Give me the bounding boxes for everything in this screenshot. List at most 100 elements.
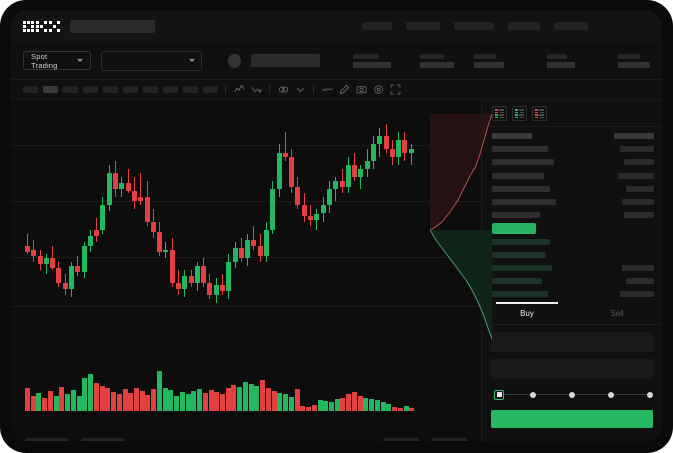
okx-logo[interactable] [23, 20, 60, 33]
volume-bar [185, 394, 191, 411]
volume-bar [277, 393, 283, 411]
orderbook-column-headers [492, 132, 654, 140]
volume-bar [111, 392, 117, 411]
nav-item-markets[interactable] [362, 22, 392, 30]
volume-bar [346, 394, 352, 411]
stat-24h-low [547, 53, 576, 68]
draw-pencil-icon[interactable] [338, 84, 350, 96]
volume-bar [30, 396, 36, 411]
volume-bar [409, 407, 415, 411]
chevron-down-icon[interactable] [294, 84, 306, 96]
place-buy-order-button[interactable] [491, 410, 653, 429]
chart-footer-tabs [11, 433, 481, 441]
timeframe-1m[interactable] [23, 86, 38, 93]
orderbook-bid-row[interactable] [492, 290, 654, 298]
chart-tab-2[interactable] [81, 438, 125, 441]
nav-item-assets[interactable] [554, 22, 588, 30]
orderbook-bid-row[interactable] [492, 277, 654, 285]
trading-mode-dropdown[interactable]: Spot Trading [23, 51, 92, 70]
chart-tab-1[interactable] [25, 438, 69, 441]
timeframe-1h[interactable] [103, 86, 118, 93]
volume-bar [242, 382, 248, 411]
volume-bar [300, 406, 306, 411]
volume-bar [283, 394, 289, 411]
order-price-field[interactable] [491, 332, 653, 353]
fullscreen-icon[interactable] [389, 84, 401, 96]
volume-bar [70, 390, 76, 411]
chart-toolbar [11, 80, 662, 100]
volume-bar [42, 398, 48, 411]
candlestick-chart[interactable] [11, 106, 481, 321]
volume-bar [139, 391, 145, 411]
slider-stop-50[interactable] [569, 391, 575, 398]
orderbook-bid-row[interactable] [492, 251, 654, 259]
toolbar-divider [269, 85, 270, 94]
volume-bar [306, 407, 312, 411]
order-amount-slider[interactable] [494, 389, 653, 401]
volume-bar [214, 392, 220, 411]
timeframe-1d[interactable] [143, 86, 158, 93]
tab-buy[interactable]: Buy [482, 302, 572, 324]
stat-value [474, 61, 505, 68]
slider-stop-25[interactable] [530, 391, 536, 398]
volume-bar [386, 404, 392, 411]
slider-stop-75[interactable] [608, 391, 614, 398]
volume-bar [25, 388, 30, 411]
stat-label [474, 53, 497, 59]
timeframe-15m[interactable] [63, 86, 78, 93]
chart-type-icon[interactable] [233, 84, 245, 96]
orderbook-mode-both-icon[interactable] [492, 106, 507, 121]
compare-icon[interactable] [277, 84, 289, 96]
slider-stop-100[interactable] [647, 391, 653, 398]
order-amount-field[interactable] [491, 359, 653, 380]
nav-item-trade[interactable] [406, 22, 440, 30]
slider-handle[interactable] [494, 389, 504, 400]
logo-o-icon [23, 20, 34, 32]
timeframe-1w[interactable] [163, 86, 178, 93]
chart-action-2[interactable] [431, 438, 467, 441]
volume-bar [202, 393, 208, 411]
volume-bar [47, 391, 53, 411]
volume-bar [53, 396, 59, 411]
orderbook-ask-row[interactable] [492, 198, 654, 206]
global-search-input[interactable] [70, 19, 155, 33]
tab-sell[interactable]: Sell [572, 303, 662, 324]
timeframe-1m-month[interactable] [183, 86, 198, 93]
volume-bar [340, 398, 346, 411]
volume-bar [237, 387, 243, 411]
timeframe-4h[interactable] [123, 86, 138, 93]
camera-icon[interactable] [355, 84, 367, 96]
volume-bar [225, 388, 231, 411]
volume-bar [59, 387, 65, 411]
logo-k-icon [36, 20, 47, 32]
indicators-icon[interactable] [250, 84, 262, 96]
orderbook-header-amount [614, 133, 654, 139]
orderbook-bid-row[interactable] [492, 238, 654, 246]
timeframe-more[interactable] [203, 86, 218, 93]
orderbook-mode-asks-icon[interactable] [532, 106, 547, 121]
toolbar-divider [313, 85, 314, 94]
orderbook-ask-row[interactable] [492, 172, 654, 180]
orderbook-ask-row[interactable] [492, 211, 654, 219]
orderbook-ask-row[interactable] [492, 158, 654, 166]
orderbook-ask-row[interactable] [492, 185, 654, 193]
line-chart-icon[interactable] [321, 84, 333, 96]
nav-item-derivatives[interactable] [454, 22, 494, 30]
volume-bar [99, 386, 105, 411]
timeframe-30m[interactable] [83, 86, 98, 93]
coin-avatar [227, 53, 242, 68]
volume-bar [231, 385, 237, 411]
chart-action-1[interactable] [383, 438, 419, 441]
orderbook-ask-row[interactable] [492, 145, 654, 153]
stat-label [420, 53, 445, 59]
volume-bar [151, 389, 157, 411]
trading-pair-select[interactable] [101, 50, 203, 71]
volume-bar [36, 393, 42, 411]
orderbook-bid-row[interactable] [492, 264, 654, 272]
timeframe-5m[interactable] [43, 86, 58, 93]
orderbook-mode-bids-icon[interactable] [512, 106, 527, 121]
settings-gear-icon[interactable] [372, 84, 384, 96]
volume-bar [254, 386, 260, 411]
nav-item-earn[interactable] [508, 22, 540, 30]
orderbook-display-modes [482, 100, 662, 127]
